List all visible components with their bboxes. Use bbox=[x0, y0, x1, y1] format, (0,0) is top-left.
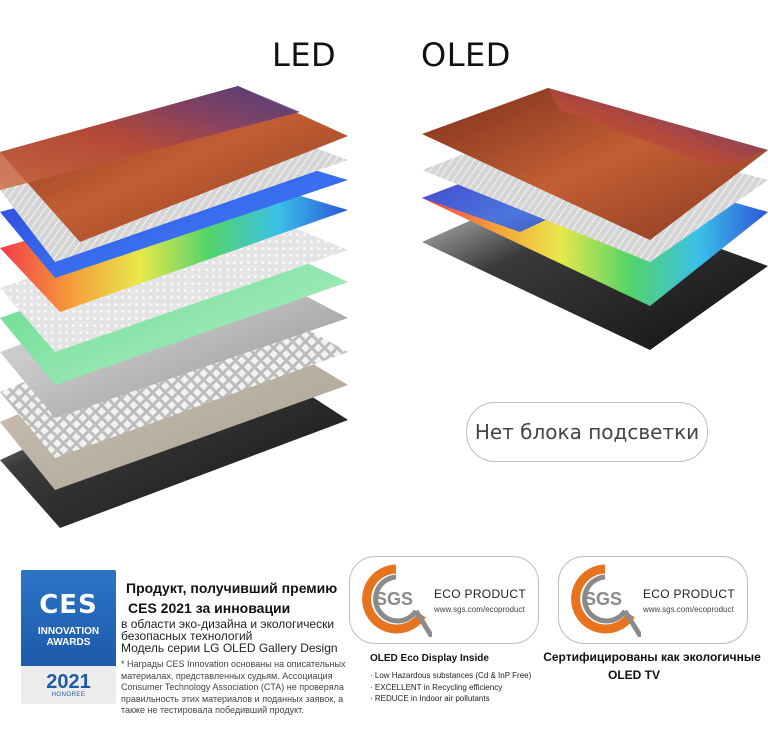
ces-line1: INNOVATION bbox=[37, 626, 100, 637]
sgs-logo-text: SGS bbox=[375, 589, 413, 609]
award-subtitle: в области эко-дизайна и экологически без… bbox=[121, 618, 357, 654]
ces-innovation-text: INNOVATION AWARDS bbox=[38, 626, 99, 648]
sgs-logo-icon: SGS bbox=[571, 564, 641, 637]
led-title: LED bbox=[272, 36, 337, 74]
sgs-logo-text: SGS bbox=[584, 589, 622, 609]
ces-year: 2021 bbox=[46, 671, 91, 693]
oled-eco-item: · EXCELLENT in Recycling efficiency bbox=[370, 682, 503, 692]
certified-line1: Сертифицированы как экологичные bbox=[543, 650, 761, 664]
oled-stack bbox=[422, 88, 768, 350]
no-backlight-label: Нет блока подсветки bbox=[466, 402, 708, 462]
sgs-logo-icon: SGS bbox=[362, 564, 432, 637]
ces-logo: CES bbox=[39, 590, 98, 620]
award-title-line1: Продукт, получивший премию bbox=[126, 580, 338, 596]
sgs-url: www.sgs.com/ecoproduct bbox=[643, 605, 734, 614]
oled-eco-item: · Low Hazardous substances (Cd & InP Fre… bbox=[370, 671, 532, 680]
award-disclaimer: * Награды CES Innovation основаны на опи… bbox=[121, 659, 346, 715]
certified-caption: Сертифицированы как экологичные OLED TV bbox=[538, 648, 766, 684]
award-sub-line1: в области эко-дизайна и экологически bbox=[121, 617, 335, 631]
sgs-url: www.sgs.com/ecoproduct bbox=[434, 605, 525, 614]
certified-line2: OLED TV bbox=[607, 668, 660, 682]
led-stack bbox=[0, 86, 348, 528]
layer-stack-illustration bbox=[0, 86, 768, 528]
oled-eco-item: · REDUCE in Indoor air pollutants bbox=[370, 694, 490, 703]
sgs-eco-product-label: ECO PRODUCT bbox=[434, 587, 526, 601]
ces-line2: AWARDS bbox=[46, 637, 91, 648]
award-title-line2: CES 2021 за инновации bbox=[128, 600, 291, 616]
sgs-eco-card-2: SGS ECO PRODUCT www.sgs.com/ecoproduct bbox=[558, 556, 748, 644]
award-sub-line2: безопасных технологий bbox=[121, 629, 253, 643]
ces-innovation-awards-badge: CES INNOVATION AWARDS 2021 HONOREE bbox=[21, 570, 116, 704]
oled-title: OLED bbox=[421, 36, 511, 74]
oled-eco-list: · Low Hazardous substances (Cd & InP Fre… bbox=[370, 670, 531, 705]
award-sub-line3: Модель серии LG OLED Gallery Design bbox=[121, 641, 338, 655]
oled-eco-heading: OLED Eco Display Inside bbox=[370, 653, 489, 664]
ces-honoree: HONOREE bbox=[51, 692, 86, 698]
sgs-eco-product-label: ECO PRODUCT bbox=[643, 587, 735, 601]
sgs-eco-card-1: SGS ECO PRODUCT www.sgs.com/ecoproduct bbox=[349, 556, 539, 644]
award-title: Продукт, получивший премию CES 2021 за и… bbox=[126, 578, 356, 618]
